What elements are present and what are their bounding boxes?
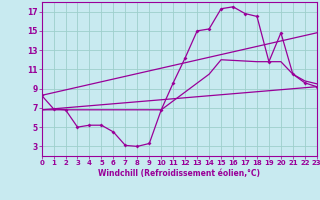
X-axis label: Windchill (Refroidissement éolien,°C): Windchill (Refroidissement éolien,°C) <box>98 169 260 178</box>
